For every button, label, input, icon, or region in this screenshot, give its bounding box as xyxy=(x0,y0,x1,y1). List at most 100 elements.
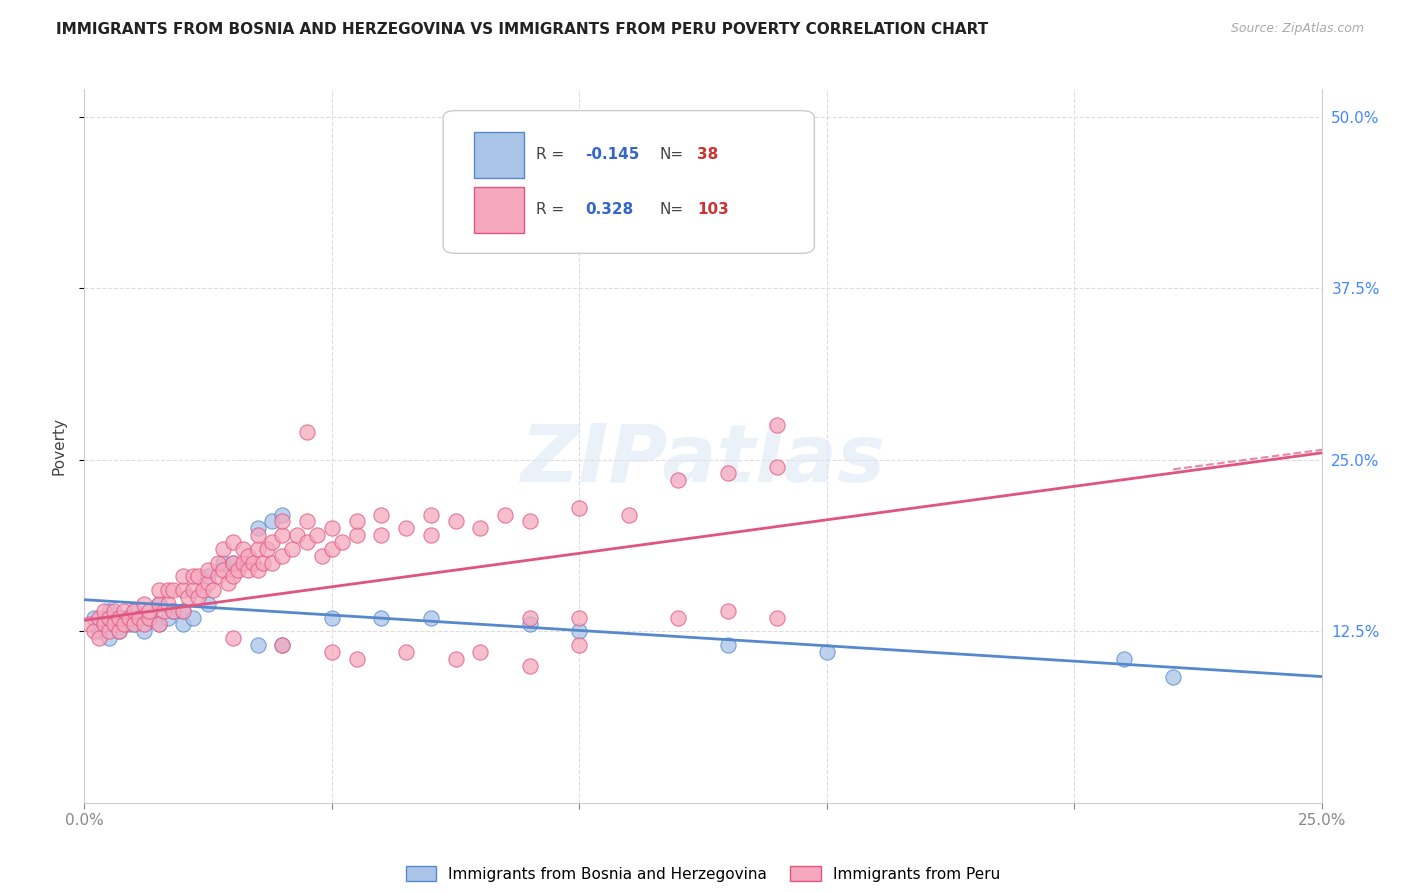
Point xyxy=(98,604,121,618)
Point xyxy=(1161,669,1184,683)
Point xyxy=(519,515,541,529)
Point xyxy=(118,617,141,632)
Point xyxy=(157,583,180,598)
Point xyxy=(181,569,204,583)
Point xyxy=(103,604,125,618)
Point xyxy=(295,425,318,440)
Point xyxy=(494,508,516,522)
Point xyxy=(242,556,264,570)
Point xyxy=(191,583,214,598)
Point xyxy=(162,583,184,598)
Point xyxy=(617,508,640,522)
Text: -0.145: -0.145 xyxy=(585,147,640,162)
Point xyxy=(321,521,343,535)
Point xyxy=(246,521,269,535)
Point xyxy=(122,617,145,632)
Point xyxy=(370,508,392,522)
Point xyxy=(262,515,284,529)
Text: 0.328: 0.328 xyxy=(585,202,634,217)
Point xyxy=(346,515,368,529)
Point xyxy=(295,515,318,529)
Point xyxy=(766,418,789,433)
Point xyxy=(172,583,194,598)
Text: R =: R = xyxy=(536,202,569,217)
Point xyxy=(162,604,184,618)
Text: Source: ZipAtlas.com: Source: ZipAtlas.com xyxy=(1230,22,1364,36)
Point xyxy=(321,610,343,624)
Point xyxy=(419,528,441,542)
Point xyxy=(172,617,194,632)
Point xyxy=(181,610,204,624)
Point xyxy=(222,631,245,645)
Point xyxy=(346,651,368,665)
Text: N=: N= xyxy=(659,147,683,162)
Point xyxy=(89,631,111,645)
Point xyxy=(132,617,155,632)
Point xyxy=(232,541,254,556)
Point xyxy=(207,556,229,570)
Point xyxy=(112,604,135,618)
Point xyxy=(98,631,121,645)
Point xyxy=(370,528,392,542)
Point xyxy=(108,610,131,624)
Point xyxy=(222,556,245,570)
FancyBboxPatch shape xyxy=(474,187,523,234)
Point xyxy=(346,528,368,542)
Point xyxy=(262,535,284,549)
Point xyxy=(568,610,591,624)
Point xyxy=(93,604,115,618)
Point xyxy=(395,645,418,659)
Point xyxy=(132,597,155,611)
Point xyxy=(444,515,467,529)
Point xyxy=(132,624,155,639)
Point xyxy=(246,541,269,556)
Point xyxy=(256,541,278,556)
Point xyxy=(162,604,184,618)
Text: 38: 38 xyxy=(697,147,718,162)
Point xyxy=(212,541,235,556)
Point xyxy=(202,583,225,598)
Point xyxy=(98,624,121,639)
Point xyxy=(112,610,135,624)
Point xyxy=(222,569,245,583)
Point xyxy=(321,645,343,659)
Point xyxy=(271,638,294,652)
Point xyxy=(138,610,160,624)
Point xyxy=(197,597,219,611)
Point xyxy=(717,467,740,481)
Point xyxy=(138,610,160,624)
Point xyxy=(271,549,294,563)
FancyBboxPatch shape xyxy=(443,111,814,253)
Point xyxy=(138,604,160,618)
Point xyxy=(172,569,194,583)
Point xyxy=(717,638,740,652)
Point xyxy=(222,556,245,570)
Point xyxy=(226,562,249,576)
Point xyxy=(281,541,304,556)
Point xyxy=(766,459,789,474)
Text: IMMIGRANTS FROM BOSNIA AND HERZEGOVINA VS IMMIGRANTS FROM PERU POVERTY CORRELATI: IMMIGRANTS FROM BOSNIA AND HERZEGOVINA V… xyxy=(56,22,988,37)
Point xyxy=(157,597,180,611)
Point xyxy=(157,610,180,624)
Point xyxy=(295,535,318,549)
Point xyxy=(128,610,150,624)
Point xyxy=(717,604,740,618)
Point xyxy=(177,590,200,604)
Point xyxy=(148,597,170,611)
Point xyxy=(271,508,294,522)
Point xyxy=(252,556,274,570)
Point xyxy=(444,651,467,665)
Point xyxy=(187,569,209,583)
Point xyxy=(172,604,194,618)
Point xyxy=(311,549,333,563)
Point xyxy=(419,610,441,624)
Text: ZIPatlas: ZIPatlas xyxy=(520,421,886,500)
Point xyxy=(419,508,441,522)
Text: R =: R = xyxy=(536,147,569,162)
Point xyxy=(103,617,125,632)
Point xyxy=(148,597,170,611)
Point xyxy=(93,617,115,632)
Point xyxy=(271,638,294,652)
Point xyxy=(666,473,689,487)
Point xyxy=(197,576,219,591)
